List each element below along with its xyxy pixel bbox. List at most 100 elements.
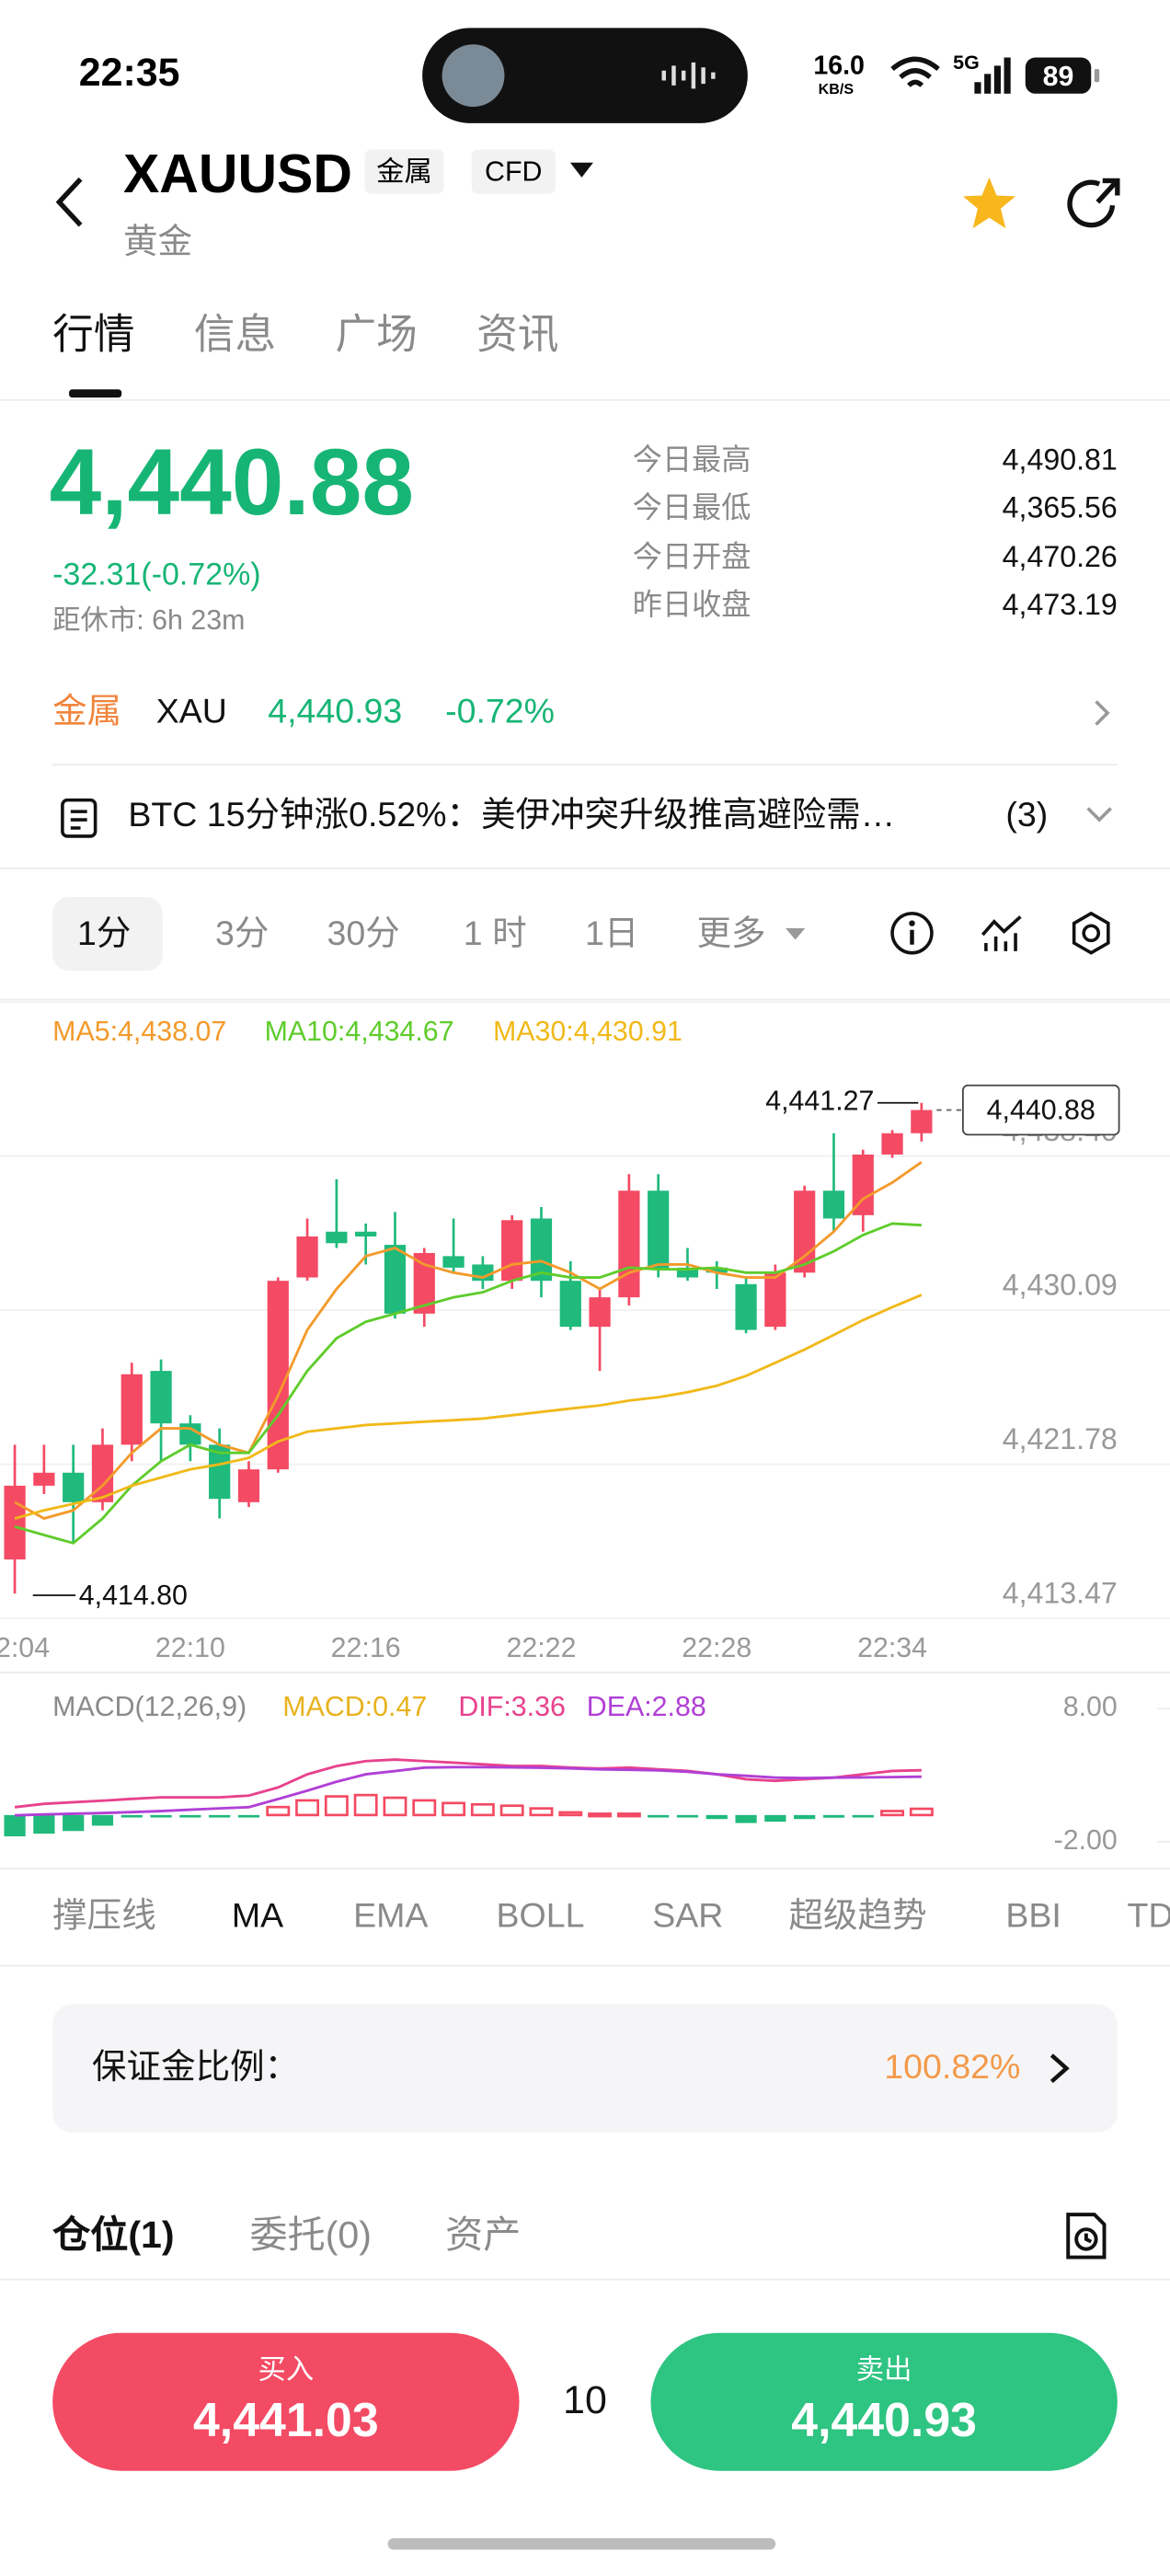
y-tick-label: 4,430.09 bbox=[1003, 1269, 1118, 1302]
macd-bar bbox=[705, 1814, 728, 1820]
macd-bar bbox=[822, 1814, 845, 1818]
tab-active[interactable]: 行情 bbox=[52, 312, 135, 359]
macd-bar bbox=[353, 1793, 378, 1817]
buy-label: 买入 bbox=[258, 2353, 315, 2386]
symbol: XAUUSD bbox=[122, 143, 352, 204]
wifi-icon bbox=[890, 56, 940, 87]
indicator-tab[interactable]: 超级趋势 bbox=[788, 1897, 927, 1936]
macd-bar bbox=[588, 1812, 613, 1818]
expand-icon[interactable] bbox=[1084, 805, 1114, 824]
timeframe-selected-bg bbox=[52, 896, 163, 972]
x-tick-label: 22:16 bbox=[331, 1633, 401, 1663]
stat-value: 4,473.19 bbox=[1002, 588, 1118, 621]
timeframe[interactable]: 30分 bbox=[327, 914, 400, 953]
chevron bbox=[1050, 2053, 1070, 2084]
macd-bar bbox=[442, 1801, 466, 1817]
macd-bar bbox=[209, 1814, 231, 1818]
sell-label: 卖出 bbox=[855, 2353, 912, 2386]
indicator-tab[interactable]: BBI bbox=[1005, 1897, 1061, 1936]
battery-level: 89 bbox=[1042, 61, 1074, 92]
macd-bar bbox=[324, 1795, 349, 1817]
quantity[interactable]: 10 bbox=[563, 2378, 607, 2423]
tag: CFD bbox=[471, 149, 556, 194]
candle-body bbox=[648, 1190, 670, 1270]
candle-body bbox=[91, 1444, 114, 1502]
indicator-tab[interactable]: 撑压线 bbox=[52, 1897, 156, 1936]
margin-card[interactable] bbox=[52, 2004, 1118, 2133]
related-change: -0.72% bbox=[445, 693, 556, 731]
buy-button[interactable]: 买入 4,441.03 bbox=[52, 2332, 520, 2471]
candle-body bbox=[4, 1485, 26, 1560]
tab[interactable]: 广场 bbox=[335, 312, 418, 359]
last-price: 4,440.88 bbox=[49, 430, 415, 536]
indicator-tab[interactable]: EMA bbox=[353, 1897, 429, 1936]
candle-body bbox=[120, 1374, 143, 1445]
macd-bar bbox=[91, 1814, 114, 1826]
ma-line bbox=[14, 1161, 923, 1521]
timeframe-more[interactable]: 更多 bbox=[696, 914, 766, 953]
indicator-tab[interactable]: TD bbox=[1127, 1897, 1170, 1936]
orders-tab-active[interactable]: 仓位(1) bbox=[52, 2213, 175, 2256]
macd-line bbox=[15, 1765, 922, 1817]
favorite-star[interactable] bbox=[959, 174, 1018, 233]
orders-tab[interactable]: 委托(0) bbox=[249, 2213, 372, 2256]
macd-bar bbox=[295, 1799, 320, 1817]
candle-body bbox=[63, 1472, 85, 1502]
related-category: 金属 bbox=[52, 693, 122, 731]
candle-body bbox=[326, 1231, 348, 1244]
ma-line bbox=[14, 1222, 922, 1545]
macd-bar bbox=[383, 1796, 407, 1817]
net-speed-unit: KB/S bbox=[818, 80, 855, 98]
settings-icon[interactable] bbox=[1068, 910, 1114, 956]
buy-price: 4,441.03 bbox=[192, 2395, 379, 2448]
instrument-name: 黄金 bbox=[122, 223, 193, 261]
tab[interactable]: 资讯 bbox=[476, 312, 559, 359]
indicator-icon[interactable] bbox=[980, 912, 1026, 954]
indicator-tab[interactable]: MA bbox=[231, 1897, 284, 1936]
macd-bar bbox=[33, 1814, 55, 1834]
timeframe[interactable]: 1日 bbox=[584, 914, 639, 953]
candle-body bbox=[442, 1256, 465, 1268]
timeframe[interactable]: 3分 bbox=[215, 914, 270, 953]
share-button[interactable] bbox=[1065, 174, 1124, 233]
x-tick-label: 22:10 bbox=[155, 1633, 225, 1663]
info-icon[interactable] bbox=[889, 910, 935, 956]
indicator-tab[interactable]: SAR bbox=[652, 1897, 724, 1936]
macd-bar bbox=[558, 1811, 583, 1817]
timeframe-active[interactable]: 1分 bbox=[76, 914, 132, 953]
candle-body bbox=[881, 1133, 903, 1155]
macd-title: MACD(12,26,9) bbox=[52, 1692, 247, 1722]
timeframe[interactable]: 1 时 bbox=[463, 914, 527, 953]
indicator-tab[interactable]: BOLL bbox=[496, 1897, 585, 1936]
candle-body bbox=[852, 1154, 874, 1215]
tab[interactable]: 信息 bbox=[193, 312, 277, 359]
stat-label: 今日最低 bbox=[632, 491, 751, 525]
macd-bar bbox=[735, 1814, 757, 1823]
legend-entry: DEA:2.88 bbox=[587, 1692, 706, 1722]
margin-value: 100.82% bbox=[884, 2048, 1021, 2087]
chart: 4,446.704,438.404,430.094,421.784,413.47… bbox=[0, 1001, 1170, 1856]
stat-value: 4,365.56 bbox=[1002, 491, 1118, 525]
sell-button[interactable]: 卖出 4,440.93 bbox=[650, 2332, 1118, 2471]
macd-line bbox=[14, 1758, 922, 1809]
dropdown-icon[interactable] bbox=[568, 161, 595, 180]
orders-tab[interactable]: 资产 bbox=[445, 2213, 522, 2256]
candle-body bbox=[764, 1272, 786, 1328]
macd-bar bbox=[412, 1799, 437, 1817]
history-icon[interactable] bbox=[1061, 2210, 1111, 2262]
net-speed: 16.0 bbox=[813, 52, 865, 81]
related-price: 4,440.93 bbox=[268, 693, 403, 731]
candle-body bbox=[237, 1469, 260, 1502]
chevron[interactable] bbox=[1093, 698, 1112, 728]
stat-value: 4,470.26 bbox=[1002, 539, 1118, 573]
news-headline[interactable]: BTC 15分钟涨0.52%：美伊冲突升级推高避险需… bbox=[128, 797, 896, 835]
candle-body bbox=[501, 1220, 523, 1282]
price-change: -32.31(-0.72%) bbox=[52, 558, 261, 593]
candle-body bbox=[413, 1252, 435, 1314]
candle-body bbox=[384, 1245, 407, 1314]
macd-bar bbox=[794, 1814, 816, 1820]
x-tick-label: 22:28 bbox=[682, 1633, 751, 1663]
macd-bar bbox=[266, 1805, 291, 1817]
back-button[interactable] bbox=[50, 174, 89, 230]
